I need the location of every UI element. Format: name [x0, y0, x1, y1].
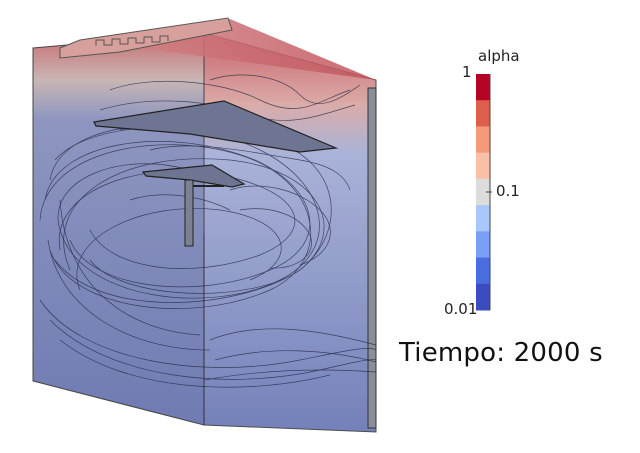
- colorbar-band: [476, 257, 490, 285]
- colorbar-band: [476, 74, 490, 101]
- colorbar-tick-mid: 0.1: [496, 182, 520, 200]
- colorbar-band: [476, 231, 490, 259]
- colorbar-tick-min: 0.01: [444, 300, 478, 318]
- stirrer-shaft: [184, 179, 194, 247]
- right-wall: [367, 87, 377, 429]
- tank-right-face: [203, 32, 377, 433]
- roof-rim: [59, 17, 233, 59]
- tank-left-face: [32, 32, 205, 426]
- upper-baffle: [93, 100, 339, 153]
- time-label: Tiempo: 2000 s: [399, 338, 603, 368]
- colorbar-band: [476, 178, 490, 206]
- colorbar-band: [476, 205, 490, 232]
- colorbar-band: [476, 152, 490, 180]
- lower-baffle: [141, 164, 246, 188]
- colorbar: [476, 74, 492, 311]
- colorbar-band: [476, 100, 490, 127]
- colorbar-title: alpha: [478, 47, 520, 65]
- colorbar-tick-max: 1: [462, 63, 472, 81]
- roof-battlement: [95, 35, 169, 46]
- colorbar-band: [476, 283, 490, 311]
- colorbar-band: [476, 126, 490, 154]
